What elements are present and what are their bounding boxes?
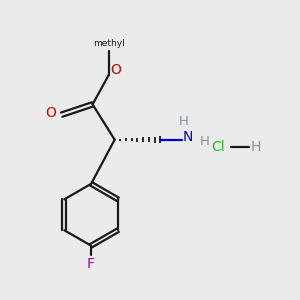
Text: O: O [45,106,56,120]
Text: F: F [87,257,95,271]
Text: H: H [200,135,209,148]
Text: methyl: methyl [93,39,125,48]
Text: Cl: Cl [211,140,224,154]
Text: O: O [111,64,122,77]
Text: H: H [251,140,261,154]
Text: N: N [183,130,194,144]
Text: H: H [179,115,189,128]
